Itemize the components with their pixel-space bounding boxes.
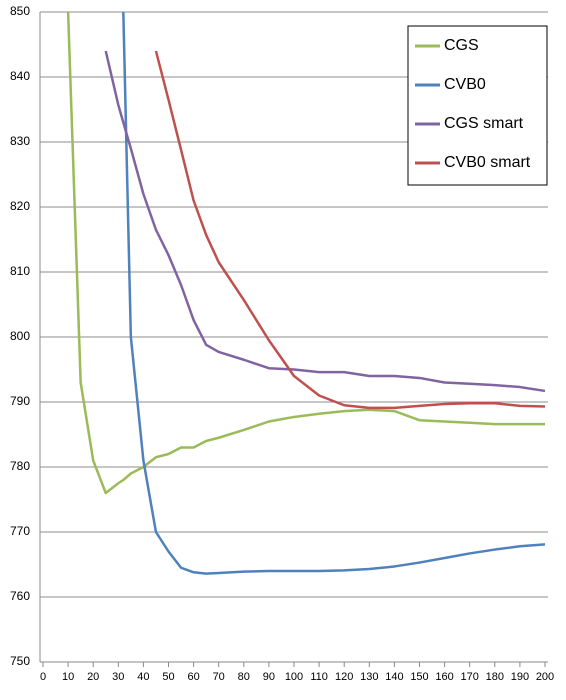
y-tick-label: 810 xyxy=(10,264,30,278)
x-tick-label: 190 xyxy=(511,671,529,683)
x-tick-label: 200 xyxy=(536,671,554,683)
y-tick-label: 800 xyxy=(10,329,30,343)
series-line xyxy=(154,50,546,410)
legend-label: CGS smart xyxy=(444,115,524,132)
y-tick-label: 820 xyxy=(10,199,30,213)
legend-label: CVB0 xyxy=(444,76,486,93)
y-tick-label: 790 xyxy=(10,394,30,408)
x-tick-label: 90 xyxy=(263,671,275,683)
y-tick-label: 830 xyxy=(10,134,30,148)
series-line xyxy=(104,50,546,393)
x-tick-label: 150 xyxy=(410,671,428,683)
x-tick-label: 60 xyxy=(187,671,199,683)
y-tick-label: 840 xyxy=(10,69,30,83)
x-tick-label: 50 xyxy=(162,671,174,683)
x-tick-label: 110 xyxy=(310,671,328,683)
x-tick-label: 140 xyxy=(385,671,403,683)
x-tick-label: 20 xyxy=(87,671,99,683)
x-tick-label: 130 xyxy=(360,671,378,683)
y-tick-label: 780 xyxy=(10,459,30,473)
x-tick-label: 100 xyxy=(285,671,303,683)
y-tick-label: 760 xyxy=(10,589,30,603)
y-tick-label: 770 xyxy=(10,524,30,538)
legend-label: CVB0 smart xyxy=(444,154,531,171)
x-tick-label: 10 xyxy=(62,671,74,683)
x-tick-label: 70 xyxy=(213,671,225,683)
series-line xyxy=(122,12,546,575)
x-tick-label: 0 xyxy=(40,671,46,683)
legend-label: CGS xyxy=(444,37,479,54)
x-tick-label: 30 xyxy=(112,671,124,683)
x-tick-label: 40 xyxy=(137,671,149,683)
x-tick-label: 170 xyxy=(461,671,479,683)
x-tick-label: 160 xyxy=(435,671,453,683)
y-tick-label: 850 xyxy=(10,4,30,18)
x-tick-label: 80 xyxy=(238,671,250,683)
legend xyxy=(407,25,548,186)
x-tick-label: 180 xyxy=(486,671,504,683)
x-tick-label: 120 xyxy=(335,671,353,683)
series-line xyxy=(66,12,545,495)
y-tick-label: 750 xyxy=(10,654,30,668)
